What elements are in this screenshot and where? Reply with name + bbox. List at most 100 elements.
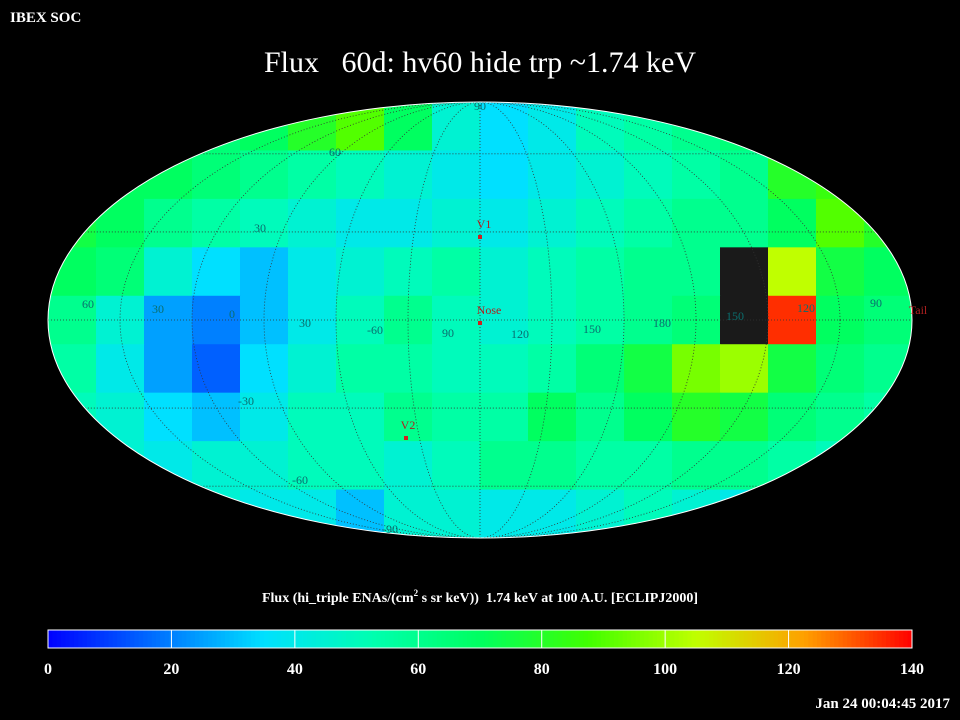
colorbar: 0 20 40 60 80 100 120 140: [44, 629, 924, 678]
flux-cell: [96, 489, 145, 538]
colorbar-swatch: [372, 630, 377, 648]
flux-cell: [480, 441, 529, 491]
colorbar-swatch: [60, 630, 66, 648]
colorbar-swatch: [622, 630, 628, 648]
colorbar-swatch: [855, 630, 861, 648]
colorbar-swatch: [475, 630, 481, 648]
colorbar-swatch: [281, 630, 287, 648]
colorbar-swatch: [536, 630, 541, 648]
lon-label: 150: [726, 309, 744, 323]
flux-cell: [288, 150, 337, 200]
colorbar-swatch: [134, 630, 140, 648]
colorbar-swatch: [298, 630, 304, 648]
colorbar-swatch: [69, 630, 75, 648]
flux-cell: [816, 392, 865, 442]
lat-label: -60: [292, 473, 308, 487]
flux-cell: [48, 344, 97, 394]
flux-cell: [480, 489, 529, 538]
colorbar-swatch: [894, 630, 900, 648]
colorbar-swatch: [540, 630, 546, 648]
flux-cell: [480, 392, 529, 442]
marker-dot: [478, 235, 482, 239]
marker-label: Nose: [477, 303, 502, 317]
flux-cell: [192, 247, 241, 297]
colorbar-swatch: [557, 630, 563, 648]
colorbar-swatch: [523, 630, 529, 648]
lon-label: 30: [299, 316, 311, 330]
flux-cell: [144, 441, 193, 491]
flux-cell: [288, 102, 337, 151]
colorbar-swatch: [510, 630, 516, 648]
colorbar-swatch: [359, 630, 364, 648]
colorbar-swatch: [778, 630, 783, 648]
flux-cell: [624, 150, 673, 200]
colorbar-swatch: [354, 630, 360, 648]
flux-cell: [432, 489, 481, 538]
colorbar-swatch: [255, 630, 261, 648]
flux-cell: [240, 150, 289, 200]
flux-cell: [240, 198, 289, 248]
colorbar-swatch: [471, 630, 477, 648]
colorbar-swatch: [307, 630, 313, 648]
lat-label: -90: [382, 522, 398, 536]
flux-cell: [384, 441, 433, 491]
colorbar-swatch: [635, 630, 641, 648]
label-part: s sr keV)) 1.74 keV at 100 A.U. [ECLIPJ2…: [418, 591, 698, 606]
colorbar-swatch: [592, 630, 598, 648]
flux-cell: [528, 344, 577, 394]
flux-cell: [384, 247, 433, 297]
colorbar-swatch: [363, 630, 369, 648]
colorbar-swatch: [147, 630, 153, 648]
colorbar-swatch: [346, 630, 351, 648]
flux-cell: [240, 247, 289, 297]
colorbar-swatch: [397, 630, 403, 648]
colorbar-swatch: [78, 630, 84, 648]
flux-cell: [336, 392, 385, 442]
colorbar-swatch: [497, 630, 503, 648]
flux-cell: [96, 392, 145, 442]
flux-cell: [144, 489, 193, 538]
colorbar-swatch: [687, 630, 693, 648]
colorbar-swatch: [82, 630, 88, 648]
flux-cell: [528, 441, 577, 491]
colorbar-swatch: [743, 630, 749, 648]
colorbar-tick-label: 60: [410, 661, 426, 678]
colorbar-swatch: [579, 630, 585, 648]
flux-cell: [816, 441, 865, 491]
colorbar-swatch: [423, 630, 429, 648]
flux-cell: [336, 102, 385, 151]
colorbar-swatch: [670, 630, 675, 648]
colorbar-swatch: [873, 630, 878, 648]
flux-cell: [384, 102, 433, 151]
flux-cell: [96, 344, 145, 394]
colorbar-swatch: [782, 630, 788, 648]
colorbar-swatch: [428, 630, 433, 648]
flux-cell: [672, 150, 721, 200]
flux-cell: [192, 344, 241, 394]
colorbar-swatch: [588, 630, 593, 648]
colorbar-swatch: [618, 630, 624, 648]
markers: V1 Nose V2 Tail: [401, 217, 928, 440]
colorbar-swatch: [661, 630, 667, 648]
colorbar-swatch: [795, 630, 801, 648]
flux-cell: [480, 198, 529, 248]
colorbar-swatch: [834, 630, 840, 648]
colorbar-swatch: [527, 630, 533, 648]
flux-cell: [528, 489, 577, 538]
colorbar-swatch: [436, 630, 442, 648]
flux-cell: [528, 198, 577, 248]
colorbar-swatch: [415, 630, 421, 648]
flux-cell: [576, 198, 625, 248]
label-part: Flux (hi_triple ENAs/(cm: [262, 591, 414, 606]
lon-label: 90: [870, 296, 882, 310]
flux-cell: [576, 150, 625, 200]
colorbar-swatch: [194, 630, 200, 648]
flux-cell: [336, 247, 385, 297]
org: IBEX SOC: [10, 10, 81, 26]
lat-label: 30: [254, 221, 266, 235]
colorbar-swatch: [449, 630, 455, 648]
flux-cell: [144, 102, 193, 151]
colorbar-swatch: [95, 630, 101, 648]
flux-cell: [720, 392, 769, 442]
flux-cell: [624, 392, 673, 442]
